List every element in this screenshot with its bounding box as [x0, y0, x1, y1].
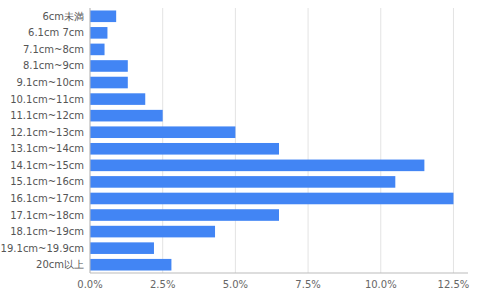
- category-label: 6.1cm 7cm: [28, 27, 84, 38]
- bar: [90, 10, 116, 22]
- bar: [90, 110, 163, 122]
- category-label: 9.1cm~10cm: [17, 77, 85, 88]
- category-label: 11.1cm~12cm: [10, 110, 84, 121]
- bar: [90, 193, 453, 205]
- bar: [90, 226, 215, 238]
- bar: [90, 143, 279, 155]
- bar: [90, 44, 105, 56]
- y-axis-line: [90, 8, 91, 273]
- y-ticks: 6cm未満 6.1cm 7cm 7.1cm~8cm 8.1cm~9cm 9.1cm~10…: [1, 11, 84, 270]
- category-label: 18.1cm~19cm: [10, 226, 84, 237]
- bar: [90, 93, 145, 105]
- bar: [90, 242, 154, 254]
- category-label: 6cm未満: [42, 11, 84, 22]
- grid-line: [90, 8, 91, 273]
- grid-line: [380, 8, 381, 273]
- category-label: 8.1cm~9cm: [23, 60, 84, 71]
- bar: [90, 259, 171, 271]
- category-label: 7.1cm~8cm: [23, 44, 84, 55]
- category-label: 19.1cm~19.9cm: [1, 243, 84, 254]
- bar: [90, 209, 279, 221]
- chart: 0.0% 2.5% 5.0% 7.5% 10.0% 12.5% 6cm未満 6.1cm 7cm…: [0, 0, 480, 297]
- category-label: 10.1cm~11cm: [10, 94, 84, 105]
- bar: [90, 126, 235, 138]
- grid: [90, 8, 453, 273]
- tick-label: 7.5%: [295, 279, 320, 290]
- chart-container: 0.0% 2.5% 5.0% 7.5% 10.0% 12.5% 6cm未満 6.1cm 7cm…: [0, 0, 480, 297]
- bar: [90, 176, 395, 188]
- x-axis-line: [90, 273, 468, 274]
- category-label: 20cm以上: [36, 259, 84, 270]
- category-label: 13.1cm~14cm: [10, 143, 84, 154]
- grid-line: [308, 8, 309, 273]
- bar: [90, 27, 107, 39]
- category-label: 12.1cm~13cm: [10, 127, 84, 138]
- bar: [90, 60, 128, 72]
- tick-label: 5.0%: [223, 279, 248, 290]
- bars: [90, 10, 453, 270]
- grid-line: [235, 8, 236, 273]
- tick-label: 12.5%: [438, 279, 470, 290]
- tick-label: 2.5%: [150, 279, 175, 290]
- category-label: 16.1cm~17cm: [10, 193, 84, 204]
- grid-line: [453, 8, 454, 273]
- category-label: 17.1cm~18cm: [10, 210, 84, 221]
- category-label: 14.1cm~15cm: [10, 160, 84, 171]
- bar: [90, 160, 424, 172]
- tick-label: 10.0%: [365, 279, 397, 290]
- bar: [90, 77, 128, 89]
- x-ticks: 0.0% 2.5% 5.0% 7.5% 10.0% 12.5%: [77, 279, 469, 290]
- tick-label: 0.0%: [77, 279, 102, 290]
- category-label: 15.1cm~16cm: [10, 176, 84, 187]
